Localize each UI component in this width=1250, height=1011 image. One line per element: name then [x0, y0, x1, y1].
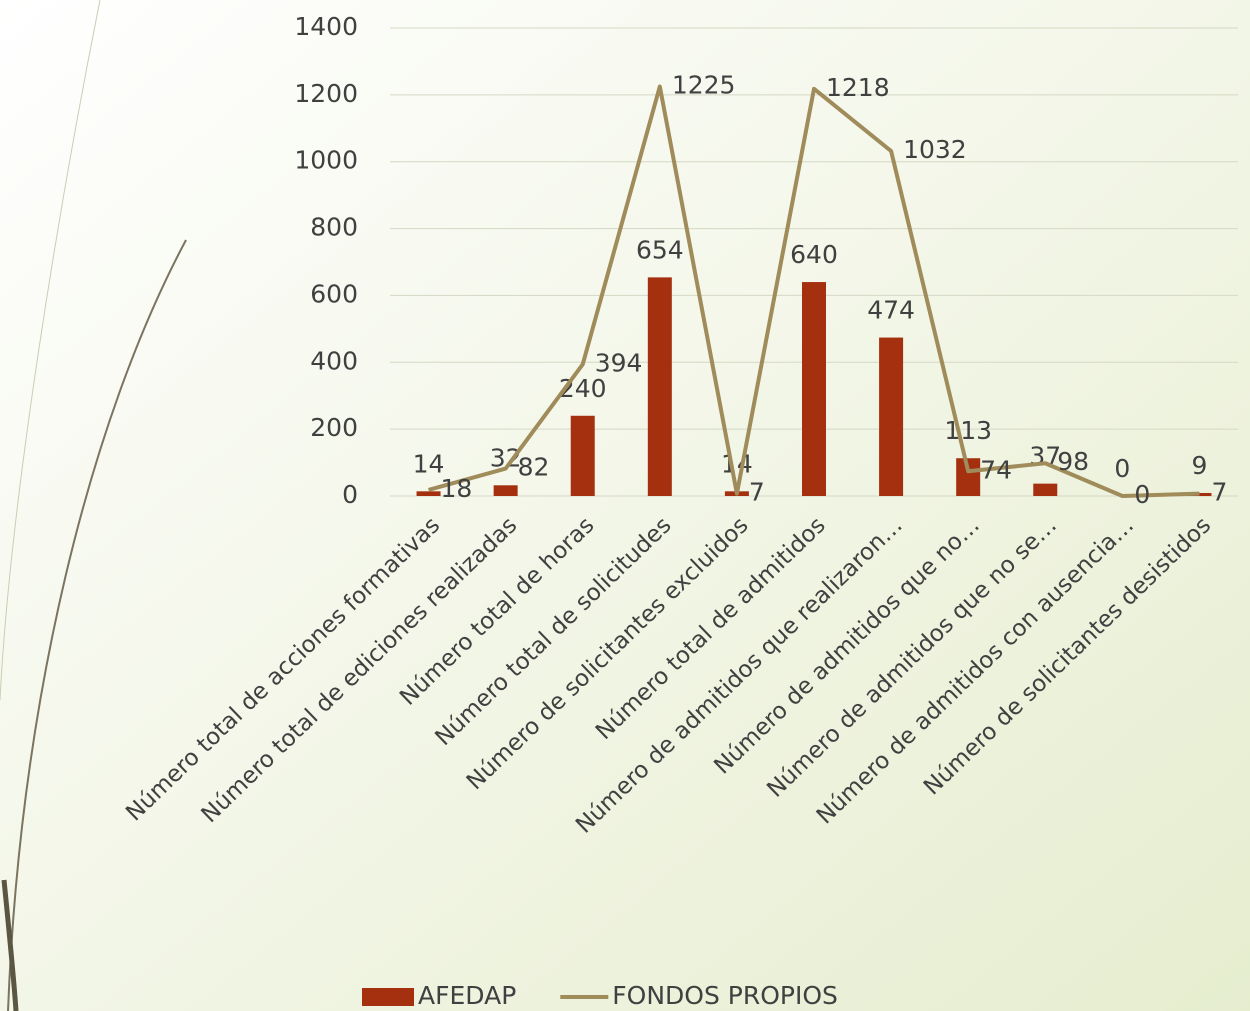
y-tick-label: 200	[310, 413, 358, 442]
data-label: 18	[441, 474, 473, 503]
bar	[802, 282, 826, 496]
data-label: 394	[595, 348, 643, 377]
y-tick-label: 1200	[294, 79, 358, 108]
data-label: 7	[749, 478, 765, 507]
data-label: 1218	[826, 73, 890, 102]
data-label: 14	[721, 449, 753, 478]
data-label: 82	[518, 453, 550, 482]
bar	[494, 485, 518, 496]
bar	[648, 277, 672, 496]
data-label: 1225	[672, 71, 736, 100]
data-label: 474	[867, 296, 915, 325]
bar	[417, 491, 441, 496]
legend-swatch	[362, 988, 414, 1006]
bar	[879, 338, 903, 496]
y-tick-label: 1400	[294, 12, 358, 41]
bar	[571, 416, 595, 496]
data-label: 640	[790, 240, 838, 269]
legend-label: FONDOS PROPIOS	[612, 981, 838, 1010]
data-label: 0	[1134, 480, 1150, 509]
y-tick-label: 600	[310, 279, 358, 308]
data-label: 7	[1211, 478, 1227, 507]
y-tick-label: 1000	[294, 146, 358, 175]
data-label: 9	[1192, 451, 1208, 480]
y-tick-label: 0	[342, 480, 358, 509]
legend-label: AFEDAP	[418, 981, 516, 1010]
bar	[1033, 484, 1057, 496]
y-tick-label: 800	[310, 213, 358, 242]
data-label: 113	[944, 416, 992, 445]
chart: AFEDAP FONDOS PROPIOS 0 200 400 600 800 1000 12…	[0, 0, 1250, 1011]
data-label: 74	[980, 455, 1012, 484]
data-label: 98	[1057, 447, 1089, 476]
data-label: 0	[1114, 454, 1130, 483]
data-label: 1032	[903, 135, 967, 164]
y-tick-label: 400	[310, 346, 358, 375]
background	[0, 0, 1250, 1011]
data-label: 654	[636, 235, 684, 264]
